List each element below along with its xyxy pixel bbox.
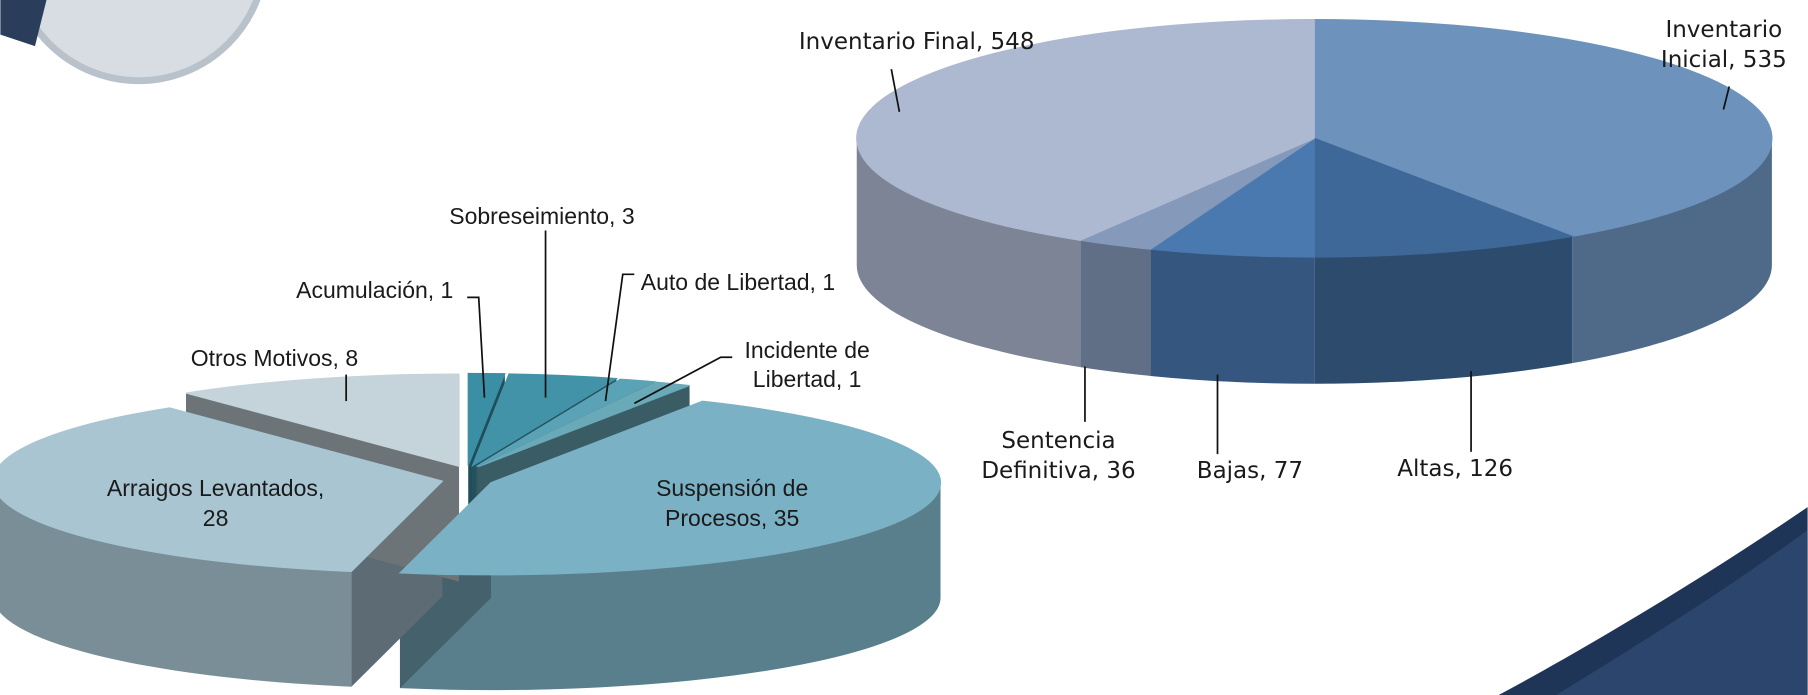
slice-side [1080,240,1151,376]
data-label: Sobreseimiento, 3 [449,202,635,229]
slice [1148,137,1315,258]
pie-chart [856,19,1773,384]
slice-side [1150,249,1315,384]
leader-lines [345,68,1731,455]
slice [467,372,506,466]
data-label: Incidente de Libertad, 1 [744,336,870,393]
slice [477,381,690,468]
slice [0,407,444,573]
slice [185,373,460,468]
slice-side [1572,138,1772,364]
data-label: Sentencia Definitiva, 36 [981,427,1136,484]
slice-side [1314,236,1573,384]
data-label: Otros Motivos, 8 [190,344,359,371]
slice [398,400,942,576]
slice [1313,137,1575,258]
slice [856,19,1315,241]
data-label: Bajas, 77 [1196,457,1304,484]
slice [1313,19,1773,237]
data-label: Acumulación, 1 [296,276,454,303]
emblem [0,0,261,85]
slice [475,378,657,468]
data-label: Arraigos Levantados, 28 [106,474,325,531]
pies [0,19,1773,691]
pie-chart [0,372,942,691]
slice [471,373,619,468]
data-label: Inventario Final, 548 [798,28,1035,55]
slice-side [0,497,352,687]
data-label: Inventario Inicial, 535 [1660,17,1787,74]
slice-side [399,482,941,691]
data-label: Altas, 126 [1397,456,1514,483]
data-label: Suspensión de Procesos, 35 [656,474,809,531]
data-label: Auto de Libertad, 1 [640,268,836,295]
background-swoosh [1498,507,1808,695]
